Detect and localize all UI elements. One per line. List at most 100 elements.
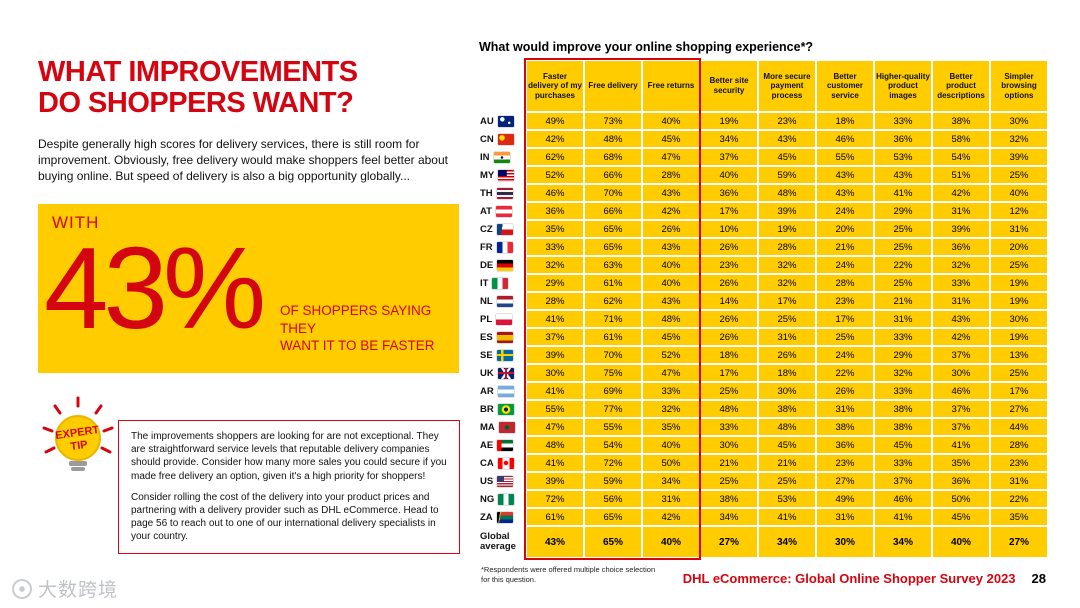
za-flag-icon bbox=[496, 511, 513, 523]
survey-value-cell: 37% bbox=[933, 401, 989, 417]
survey-value-cell: 34% bbox=[643, 473, 699, 489]
survey-value-cell: 46% bbox=[875, 491, 931, 507]
survey-value-cell: 38% bbox=[933, 113, 989, 129]
global-average-cell: 34% bbox=[759, 527, 815, 557]
table-corner bbox=[479, 61, 525, 111]
survey-value-cell: 40% bbox=[643, 275, 699, 291]
survey-value-cell: 25% bbox=[701, 383, 757, 399]
survey-value-cell: 29% bbox=[527, 275, 583, 291]
survey-value-cell: 50% bbox=[933, 491, 989, 507]
survey-value-cell: 23% bbox=[991, 455, 1047, 471]
survey-value-cell: 45% bbox=[933, 509, 989, 525]
country-code: CA bbox=[480, 457, 494, 469]
survey-value-cell: 42% bbox=[933, 329, 989, 345]
global-average-label: Global average bbox=[479, 527, 525, 557]
country-row-label: CA bbox=[479, 455, 525, 471]
country-code: DE bbox=[480, 259, 494, 271]
survey-value-cell: 31% bbox=[759, 329, 815, 345]
survey-value-cell: 45% bbox=[643, 329, 699, 345]
survey-value-cell: 65% bbox=[585, 239, 641, 255]
survey-value-cell: 20% bbox=[817, 221, 873, 237]
survey-value-cell: 69% bbox=[585, 383, 641, 399]
survey-value-cell: 48% bbox=[759, 419, 815, 435]
bulb-base-tip bbox=[71, 467, 85, 471]
table-heading: What would improve your online shopping … bbox=[479, 40, 814, 54]
survey-value-cell: 33% bbox=[875, 383, 931, 399]
table-wrapper: Faster delivery of my purchases Free deli… bbox=[479, 58, 1047, 560]
survey-value-cell: 25% bbox=[759, 311, 815, 327]
survey-value-cell: 29% bbox=[875, 347, 931, 363]
survey-value-cell: 43% bbox=[643, 185, 699, 201]
survey-value-cell: 37% bbox=[933, 419, 989, 435]
country-row-label: ZA bbox=[479, 509, 525, 525]
page-title-line-1: WHAT IMPROVEMENTS bbox=[38, 56, 358, 88]
ng-flag-icon bbox=[498, 493, 515, 505]
survey-value-cell: 26% bbox=[701, 329, 757, 345]
survey-value-cell: 62% bbox=[585, 293, 641, 309]
in-flag-icon bbox=[493, 151, 510, 163]
survey-value-cell: 66% bbox=[585, 203, 641, 219]
country-code: US bbox=[480, 475, 494, 487]
survey-value-cell: 75% bbox=[585, 365, 641, 381]
survey-value-cell: 40% bbox=[643, 113, 699, 129]
survey-value-cell: 55% bbox=[817, 149, 873, 165]
survey-value-cell: 39% bbox=[933, 221, 989, 237]
survey-value-cell: 28% bbox=[527, 293, 583, 309]
se-flag-icon bbox=[496, 349, 513, 361]
survey-value-cell: 17% bbox=[701, 365, 757, 381]
survey-value-cell: 43% bbox=[875, 167, 931, 183]
survey-value-cell: 24% bbox=[817, 203, 873, 219]
survey-value-cell: 25% bbox=[991, 365, 1047, 381]
bulb-rays-icon bbox=[42, 396, 114, 454]
survey-value-cell: 51% bbox=[933, 167, 989, 183]
country-row-label: SE bbox=[479, 347, 525, 363]
survey-value-cell: 42% bbox=[527, 131, 583, 147]
survey-value-cell: 37% bbox=[875, 473, 931, 489]
country-code: NL bbox=[480, 295, 493, 307]
expert-tip-paragraph-2: Consider rolling the cost of the deliver… bbox=[131, 491, 439, 543]
survey-value-cell: 38% bbox=[817, 419, 873, 435]
it-flag-icon bbox=[492, 277, 509, 289]
survey-value-cell: 33% bbox=[875, 113, 931, 129]
survey-value-cell: 62% bbox=[527, 149, 583, 165]
survey-value-cell: 32% bbox=[991, 131, 1047, 147]
survey-value-cell: 45% bbox=[875, 437, 931, 453]
survey-value-cell: 22% bbox=[991, 491, 1047, 507]
highlight-caption-line-2: WANT IT TO BE FASTER bbox=[280, 338, 435, 354]
country-row-label: AU bbox=[479, 113, 525, 129]
survey-value-cell: 50% bbox=[643, 455, 699, 471]
survey-value-cell: 36% bbox=[527, 203, 583, 219]
country-row-label: IT bbox=[479, 275, 525, 291]
country-code: UK bbox=[480, 367, 494, 379]
survey-value-cell: 40% bbox=[991, 185, 1047, 201]
survey-value-cell: 33% bbox=[527, 239, 583, 255]
survey-value-cell: 38% bbox=[875, 419, 931, 435]
survey-value-cell: 30% bbox=[991, 113, 1047, 129]
cz-flag-icon bbox=[496, 223, 513, 235]
au-flag-icon bbox=[497, 115, 514, 127]
survey-value-cell: 38% bbox=[759, 401, 815, 417]
expert-tip-lightbulb-icon: EXPERT TIP bbox=[42, 396, 114, 471]
survey-value-cell: 31% bbox=[817, 401, 873, 417]
survey-value-cell: 33% bbox=[643, 383, 699, 399]
survey-value-cell: 35% bbox=[527, 221, 583, 237]
highlight-callout: WITH 43% OF SHOPPERS SAYING THEY WANT IT… bbox=[38, 204, 459, 373]
survey-value-cell: 19% bbox=[991, 275, 1047, 291]
survey-value-cell: 59% bbox=[585, 473, 641, 489]
bulb-glass bbox=[55, 415, 101, 461]
ca-flag-icon bbox=[497, 457, 514, 469]
country-row-label: AR bbox=[479, 383, 525, 399]
country-code: TH bbox=[480, 187, 493, 199]
watermark-logo-icon bbox=[12, 578, 32, 599]
survey-value-cell: 30% bbox=[933, 365, 989, 381]
survey-value-cell: 17% bbox=[759, 293, 815, 309]
survey-value-cell: 17% bbox=[817, 311, 873, 327]
country-row-label: UK bbox=[479, 365, 525, 381]
survey-value-cell: 28% bbox=[759, 239, 815, 255]
survey-value-cell: 25% bbox=[875, 239, 931, 255]
survey-value-cell: 13% bbox=[991, 347, 1047, 363]
country-code: IN bbox=[480, 151, 490, 163]
survey-value-cell: 41% bbox=[527, 383, 583, 399]
survey-value-cell: 23% bbox=[817, 293, 873, 309]
highlight-stat: 43% bbox=[44, 223, 266, 353]
